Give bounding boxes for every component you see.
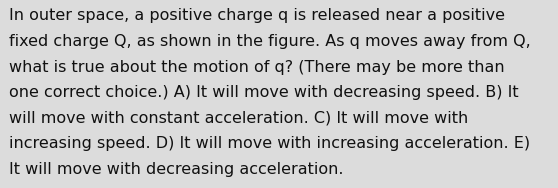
Text: will move with constant acceleration. C) It will move with: will move with constant acceleration. C)… [9, 111, 469, 126]
Text: It will move with decreasing acceleration.: It will move with decreasing acceleratio… [9, 162, 344, 177]
Text: fixed charge Q, as shown in the figure. As q moves away from Q,: fixed charge Q, as shown in the figure. … [9, 34, 531, 49]
Text: increasing speed. D) It will move with increasing acceleration. E): increasing speed. D) It will move with i… [9, 136, 531, 151]
Text: In outer space, a positive charge q is released near a positive: In outer space, a positive charge q is r… [9, 8, 506, 24]
Text: what is true about the motion of q? (There may be more than: what is true about the motion of q? (The… [9, 60, 505, 75]
Text: one correct choice.) A) It will move with decreasing speed. B) It: one correct choice.) A) It will move wit… [9, 85, 519, 100]
